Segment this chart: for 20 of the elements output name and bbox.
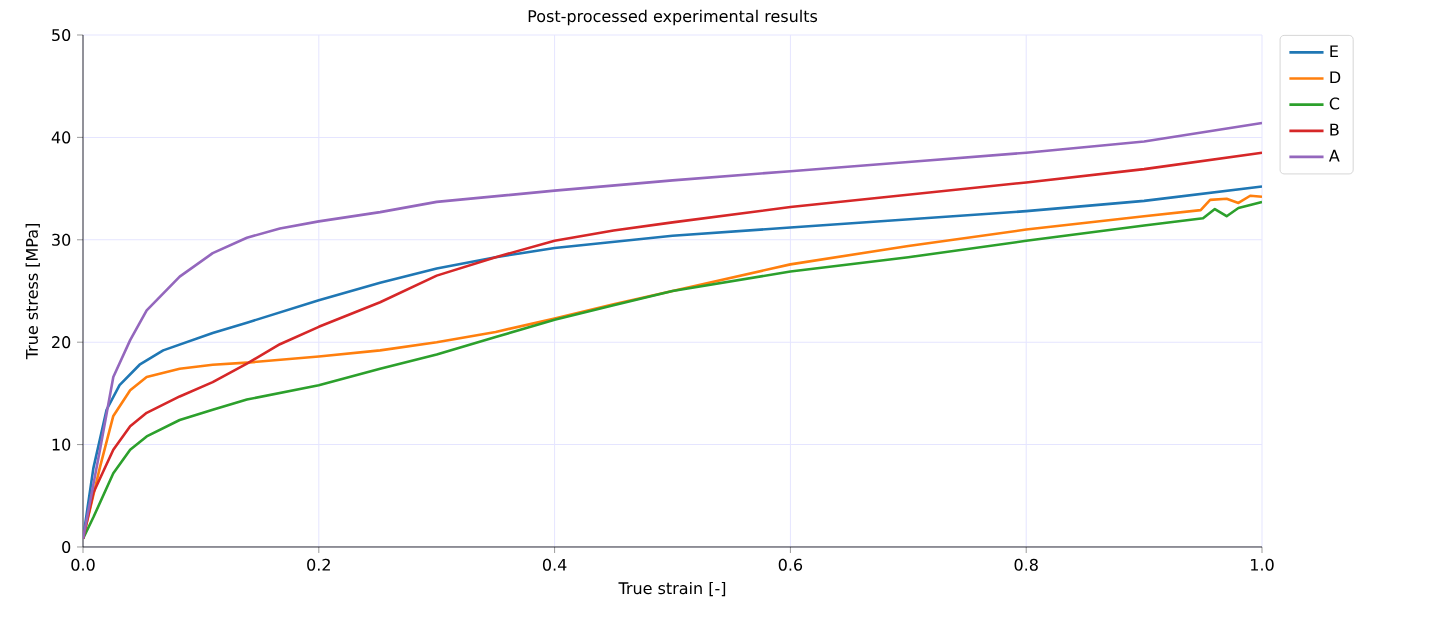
- chart-title: Post-processed experimental results: [528, 9, 818, 26]
- legend-label: E: [1330, 45, 1338, 58]
- y-tick-label: 20: [52, 336, 71, 349]
- x-tick-label: 0.8: [1014, 558, 1038, 571]
- x-axis-title: True strain [-]: [618, 581, 726, 597]
- legend-label: D: [1330, 71, 1341, 84]
- x-tick-label: 0.4: [542, 558, 567, 571]
- x-tick-label: 1.0: [1251, 558, 1274, 571]
- x-tick-label: 0.6: [778, 558, 803, 571]
- x-tick-label: 0.2: [307, 558, 330, 571]
- y-axis-title: True stress [MPa]: [25, 224, 40, 360]
- y-tick-label: 40: [51, 131, 71, 144]
- legend-label: B: [1330, 123, 1339, 136]
- legend-label: A: [1328, 149, 1340, 162]
- legend-label: C: [1329, 97, 1340, 110]
- y-tick-label: 10: [52, 438, 71, 451]
- x-tick-label: 0.0: [71, 558, 95, 571]
- y-tick-label: 30: [52, 233, 71, 246]
- y-tick-label: 0: [62, 540, 71, 554]
- y-tick-label: 50: [52, 28, 71, 42]
